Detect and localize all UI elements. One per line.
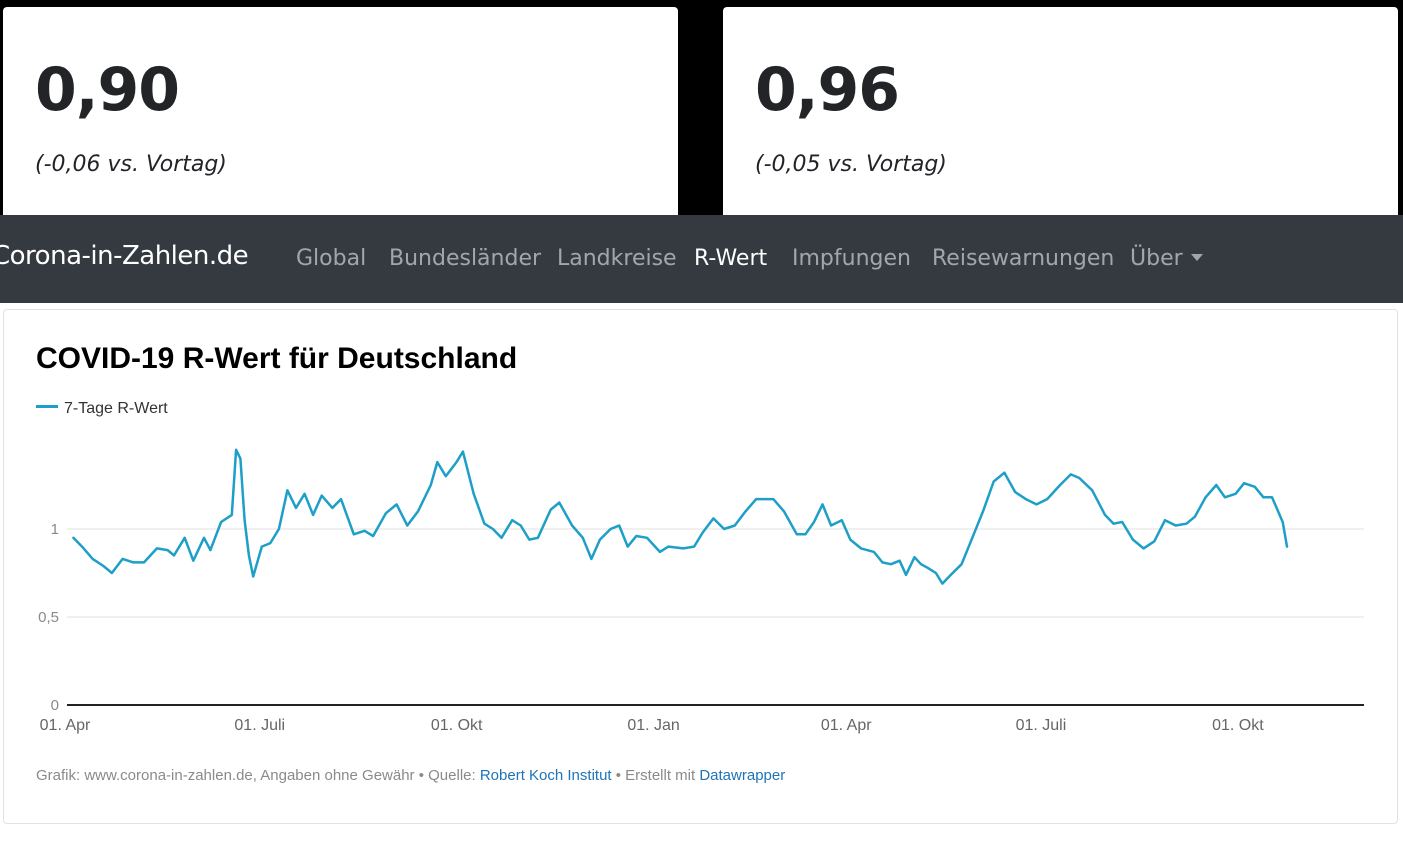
source-link[interactable]: Robert Koch Institut <box>479 767 612 784</box>
y-tick-label: 0 <box>51 697 59 714</box>
footer-text: Grafik: www.corona-in-zahlen.de, Angaben… <box>36 767 480 784</box>
nav-item-r-wert[interactable]: R-Wert <box>694 246 768 271</box>
x-tick-label: 01. Apr <box>821 717 872 734</box>
caret-down-icon <box>1190 254 1203 261</box>
y-tick-label: 1 <box>51 521 59 538</box>
stat-value: 0,90 <box>35 55 180 125</box>
chart-card: COVID-19 R-Wert für Deutschland 7-Tage R… <box>3 309 1398 824</box>
datawrapper-link[interactable]: Datawrapper <box>699 767 786 784</box>
footer-text-mid: • Erstellt mit <box>611 767 700 784</box>
chart-title: COVID-19 R-Wert für Deutschland <box>36 342 518 375</box>
legend-label: 7-Tage R-Wert <box>64 400 168 417</box>
x-tick-label: 01. Apr <box>40 717 91 734</box>
y-tick-label: 0,5 <box>38 609 59 626</box>
chart-footer: Grafik: www.corona-in-zahlen.de, Angaben… <box>36 767 785 784</box>
nav-item-bundeslaender[interactable]: Bundesländer <box>389 246 542 271</box>
nav-item-reisewarnungen[interactable]: Reisewarnungen <box>932 246 1115 271</box>
nav-item-ueber-dropdown[interactable]: Über <box>1130 246 1203 271</box>
x-tick-label: 01. Jan <box>627 717 679 734</box>
navbar: Corona-in-Zahlen.de Global Bundesländer … <box>0 215 1403 303</box>
nav-item-ueber-label: Über <box>1130 246 1183 271</box>
stat-value: 0,96 <box>755 55 900 125</box>
x-tick-label: 01. Juli <box>1016 717 1067 734</box>
stat-card-r-value-7day: 0,96 (-0,05 vs. Vortag) <box>723 7 1398 227</box>
x-tick-label: 01. Juli <box>234 717 285 734</box>
chart-legend: 7-Tage R-Wert <box>36 400 168 418</box>
series-line-7-tage-r-wert <box>72 448 1289 585</box>
x-tick-label: 01. Okt <box>431 717 483 734</box>
nav-item-global[interactable]: Global <box>296 246 367 271</box>
stat-change: (-0,05 vs. Vortag) <box>755 152 947 177</box>
legend-swatch <box>36 405 58 408</box>
brand-link[interactable]: Corona-in-Zahlen.de <box>0 241 249 271</box>
nav-item-impfungen[interactable]: Impfungen <box>792 246 911 271</box>
x-tick-label: 01. Okt <box>1212 717 1264 734</box>
stat-change: (-0,06 vs. Vortag) <box>35 152 227 177</box>
r-value-line-chart: 0 0,5 1 01. Apr 01. Juli 01. Okt 01. Jan 01. Ap… <box>38 448 1364 734</box>
nav-item-landkreise[interactable]: Landkreise <box>557 246 677 271</box>
stat-card-r-value: 0,90 (-0,06 vs. Vortag) <box>3 7 678 227</box>
